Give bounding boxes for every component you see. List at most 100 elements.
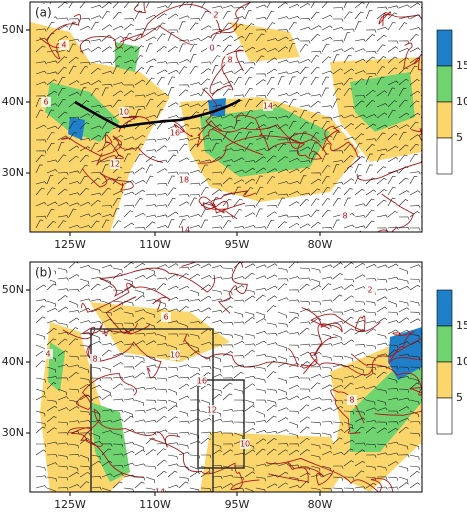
wind-barb [354,410,365,416]
wind-barb [222,22,232,31]
wind-barb [79,278,90,285]
wind-barb [178,66,188,75]
contour-line [75,373,137,411]
wind-barb [79,298,91,302]
wind-barb [343,178,355,185]
wind-barb [211,476,223,480]
lat-label: 50N [2,283,24,296]
contour-label-bg [161,312,171,322]
wind-barb [134,481,145,489]
wind-barb [57,188,68,196]
wind-barb [178,299,190,303]
wind-barb [46,132,55,141]
wind-barb [354,319,366,324]
wind-barb [332,68,343,75]
wind-barb [244,122,255,130]
wind-barb [354,203,366,207]
wind-barb [266,404,277,412]
wind-barb [387,476,399,481]
wind-barb [57,476,69,481]
wind-barb [244,167,256,174]
wind-barb [156,333,166,340]
wind-barb [288,98,297,108]
wind-barb [321,76,330,86]
wind-barb [46,319,58,324]
wind-barb [299,214,311,218]
wind-barb [57,220,67,229]
wind-barb [420,421,422,423]
wind-barb [90,171,102,176]
wind-barb [123,116,135,120]
wind-barb [189,320,201,324]
wind-barb [68,121,77,130]
wind-barb [244,110,254,119]
wind-barb [178,201,190,207]
wind-barb [343,382,354,390]
wind-barb [90,125,102,130]
wind-barb [211,298,223,302]
wind-barb [35,70,47,75]
wind-barb [167,187,177,196]
wind-barb [420,443,422,445]
wind-barb [233,371,244,379]
wind-barb [123,136,135,141]
wind-barb [321,308,333,313]
wind-barb [178,376,190,381]
wind-barb [365,177,376,185]
wind-barb [101,187,111,196]
wind-barb [398,190,410,196]
wind-barb [310,132,320,141]
wind-barb [167,32,175,42]
wind-barb [387,349,398,357]
wind-barb [46,60,58,64]
wind-barb [332,384,344,390]
wind-barb [277,407,289,412]
wind-barb [409,57,421,64]
wind-barb [79,187,89,196]
wind-barb [398,426,409,434]
wind-barb [211,197,219,207]
wind-barb [321,25,333,31]
shaded-region [200,432,350,492]
wind-barb [46,109,55,119]
wind-barb [409,211,420,218]
wind-barb [409,410,419,418]
wind-barb [233,209,242,218]
wind-barb [222,44,232,53]
wind-barb [222,267,234,272]
wind-barb [222,409,234,413]
wind-barb [35,37,47,42]
wind-barb [321,366,332,372]
wind-barb [299,76,308,86]
wind-barb [79,410,90,416]
wind-barb [35,475,47,479]
wind-barb [178,59,190,64]
wind-barb [299,131,307,141]
wind-barb [68,453,80,458]
wind-barb [145,27,157,31]
wind-barb [68,192,80,196]
wind-barb [299,472,311,478]
wind-barb [266,211,277,218]
wind-barb [101,178,112,185]
wind-barb [387,226,399,230]
contour-line [94,2,147,14]
wind-barb [46,328,57,335]
wind-barb [222,289,233,296]
wind-barb [409,79,420,86]
wind-barb [167,416,178,423]
wind-barb [365,164,373,174]
wind-barb [354,164,362,174]
wind-barb [255,340,267,346]
wind-barb [200,25,212,31]
wind-barb [57,277,69,281]
wind-barb [244,343,256,347]
wind-barb [79,432,91,436]
wind-barb [145,58,157,64]
wind-barb [387,344,399,349]
wind-barb [112,331,124,335]
wind-barb [57,396,69,401]
wind-barb [343,32,351,42]
wind-barb [79,383,91,390]
wind-barb [354,175,362,185]
